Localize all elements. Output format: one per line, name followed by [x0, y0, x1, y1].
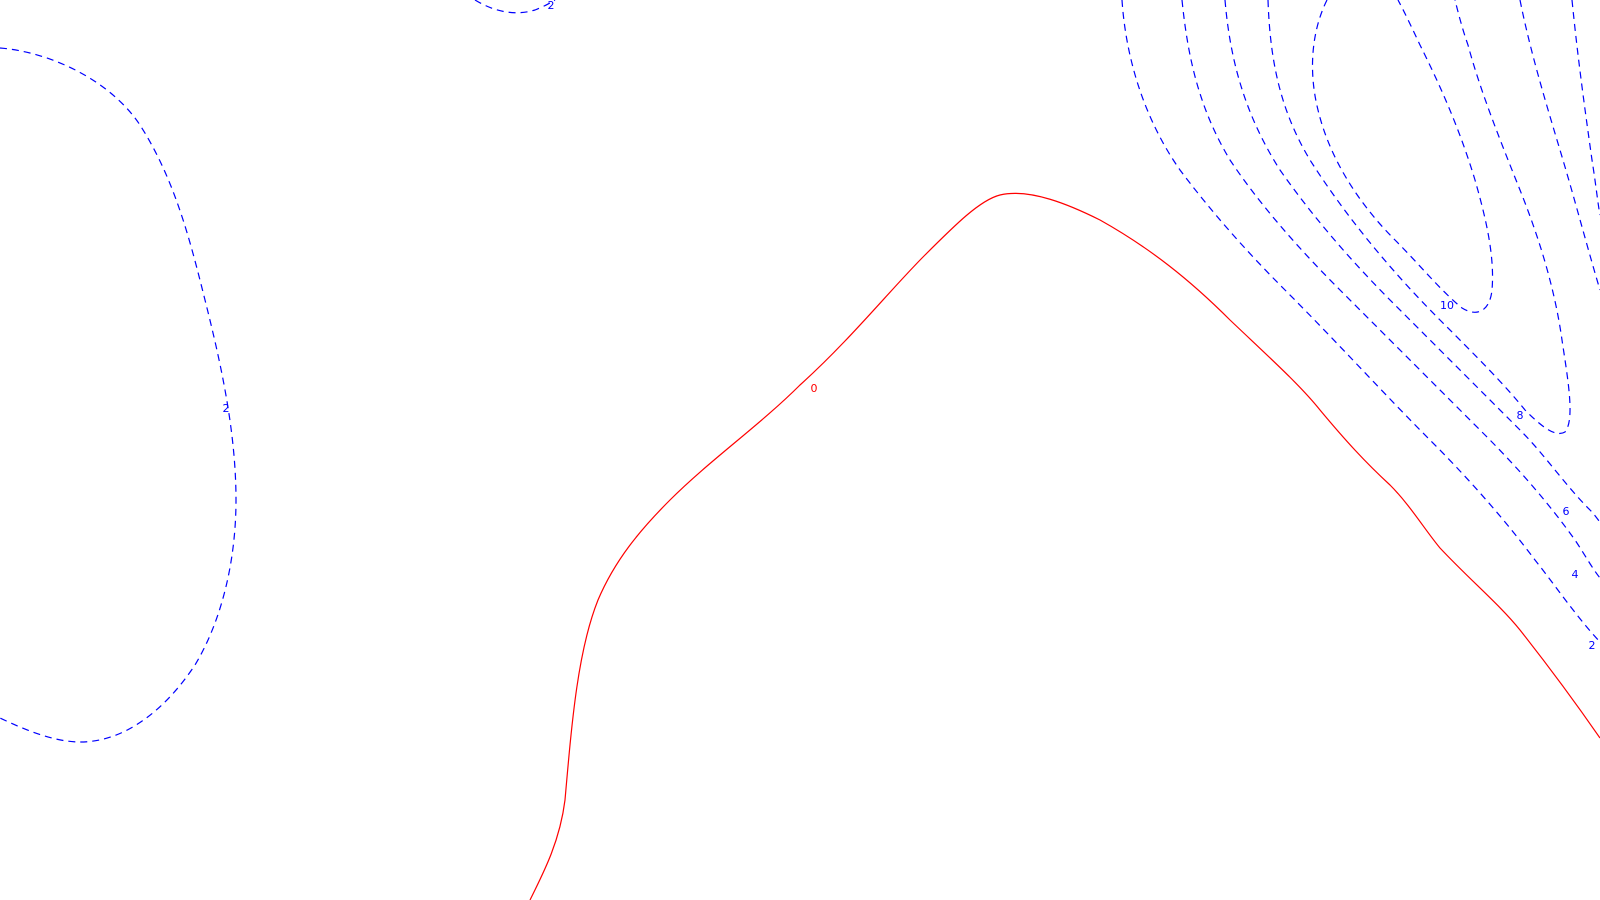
contour-line-6 — [1224, 0, 1600, 523]
contour-line-2-left — [0, 47, 237, 743]
contour-line-8 — [1267, 0, 1571, 434]
contour-line-right-edge-1 — [1519, 0, 1600, 291]
contour-line-2-right — [1121, 0, 1600, 643]
contour-line-0 — [529, 192, 1600, 900]
contour-label-4: 4 — [1572, 568, 1579, 581]
contour-label-0: 0 — [811, 382, 818, 395]
contour-label-6: 6 — [1563, 505, 1570, 518]
contour-label-10: 10 — [1440, 299, 1454, 312]
contour-label-2-top: 2 — [548, 0, 555, 12]
contour-label-8: 8 — [1517, 409, 1524, 422]
contour-label-2-left: 2 — [223, 402, 230, 415]
contour-line-10 — [1311, 0, 1494, 313]
contour-line-2-top — [474, 0, 556, 14]
contour-line-right-edge-2 — [1571, 0, 1600, 216]
contour-line-4 — [1181, 0, 1600, 579]
contour-label-2-right: 2 — [1589, 639, 1596, 652]
